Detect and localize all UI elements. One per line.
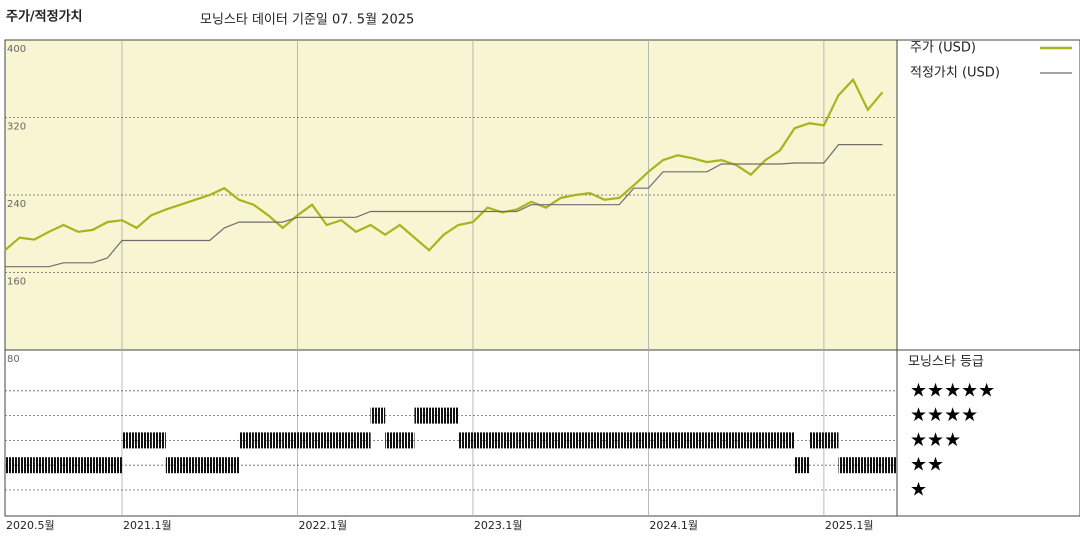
rating-bar bbox=[151, 432, 166, 449]
rating-bar bbox=[546, 432, 561, 449]
rating-bar bbox=[63, 457, 79, 474]
rating-bar bbox=[794, 457, 810, 474]
rating-bar bbox=[882, 457, 897, 474]
chart-title: 주가/적정가치 bbox=[6, 9, 83, 25]
y-tick-label: 320 bbox=[7, 122, 26, 133]
rating-bar bbox=[224, 457, 239, 474]
y-tick-label: 160 bbox=[7, 277, 26, 288]
rating-bar bbox=[34, 457, 49, 474]
rating-bar bbox=[238, 432, 254, 449]
rating-bar bbox=[721, 432, 737, 449]
y-tick-label: 80 bbox=[7, 354, 20, 365]
rating-bar bbox=[589, 432, 605, 449]
x-tick-label: 2023.1월 bbox=[474, 519, 523, 532]
rating-bar bbox=[663, 432, 678, 449]
rating-bar bbox=[531, 432, 547, 449]
rating-bar bbox=[136, 432, 152, 449]
rating-bar bbox=[399, 432, 415, 449]
legend-label: 주가 (USD) bbox=[910, 41, 976, 56]
rating-level: ★★★ bbox=[910, 429, 961, 451]
rating-bar bbox=[809, 432, 824, 449]
rating-bar bbox=[92, 457, 108, 474]
rating-bar bbox=[282, 432, 298, 449]
rating-bar bbox=[180, 457, 196, 474]
rating-bar bbox=[355, 432, 371, 449]
rating-level: ★★★★★ bbox=[910, 379, 995, 401]
rating-bar bbox=[516, 432, 532, 449]
x-tick-label: 2021.1월 bbox=[123, 519, 172, 532]
x-tick-label: 2024.1월 bbox=[649, 519, 698, 532]
rating-bar bbox=[443, 407, 459, 424]
rating-bar bbox=[48, 457, 64, 474]
rating-bar bbox=[853, 457, 868, 474]
rating-bar bbox=[5, 457, 20, 474]
rating-bar bbox=[385, 432, 400, 449]
rating-bar bbox=[78, 457, 93, 474]
rating-bar bbox=[312, 432, 327, 449]
rating-bar bbox=[195, 457, 210, 474]
rating-bar bbox=[121, 432, 137, 449]
rating-bar bbox=[604, 432, 620, 449]
y-tick-label: 240 bbox=[7, 199, 26, 210]
series-line bbox=[4, 77, 884, 252]
rating-bar bbox=[750, 432, 766, 449]
rating-bar bbox=[107, 457, 122, 474]
rating-level: ★ bbox=[910, 479, 927, 501]
rating-bar bbox=[429, 407, 444, 424]
rating-bar bbox=[458, 432, 473, 449]
rating-bar bbox=[575, 432, 590, 449]
rating-bar bbox=[677, 432, 693, 449]
rating-bar bbox=[692, 432, 707, 449]
rating-bar bbox=[414, 407, 430, 424]
rating-bar bbox=[736, 432, 751, 449]
rating-bar bbox=[560, 432, 576, 449]
y-tick-label: 400 bbox=[7, 44, 26, 55]
rating-level: ★★ bbox=[910, 454, 944, 476]
rating-bar bbox=[370, 407, 386, 424]
rating-bar bbox=[867, 457, 883, 474]
rating-bar bbox=[780, 432, 795, 449]
chart-subtitle: 모닝스타 데이터 기준일 07. 5월 2025 bbox=[200, 13, 414, 28]
rating-bar bbox=[268, 432, 283, 449]
x-tick-label: 2020.5월 bbox=[6, 519, 55, 532]
rating-bar bbox=[502, 432, 517, 449]
rating-bar bbox=[823, 432, 839, 449]
rating-bar bbox=[648, 432, 664, 449]
rating-bar bbox=[326, 432, 342, 449]
rating-bar bbox=[165, 457, 181, 474]
rating-bar bbox=[765, 432, 781, 449]
rating-bar bbox=[487, 432, 503, 449]
series-line bbox=[5, 144, 883, 268]
rating-bar bbox=[297, 432, 313, 449]
rating-bar bbox=[633, 432, 649, 449]
legend-label: 적정가치 (USD) bbox=[910, 66, 1000, 81]
rating-bar bbox=[706, 432, 722, 449]
rating-bar bbox=[619, 432, 634, 449]
rating-bar bbox=[19, 457, 35, 474]
rating-level: ★★★★ bbox=[910, 404, 978, 426]
rating-bar bbox=[341, 432, 356, 449]
rating-bar bbox=[209, 457, 225, 474]
x-tick-label: 2022.1월 bbox=[298, 519, 347, 532]
rating-title: 모닝스타 등급 bbox=[908, 355, 984, 370]
rating-bar bbox=[253, 432, 269, 449]
rating-bar bbox=[838, 457, 854, 474]
frame bbox=[4, 39, 1080, 517]
x-tick-label: 2025.1월 bbox=[825, 519, 874, 532]
rating-bar bbox=[472, 432, 488, 449]
